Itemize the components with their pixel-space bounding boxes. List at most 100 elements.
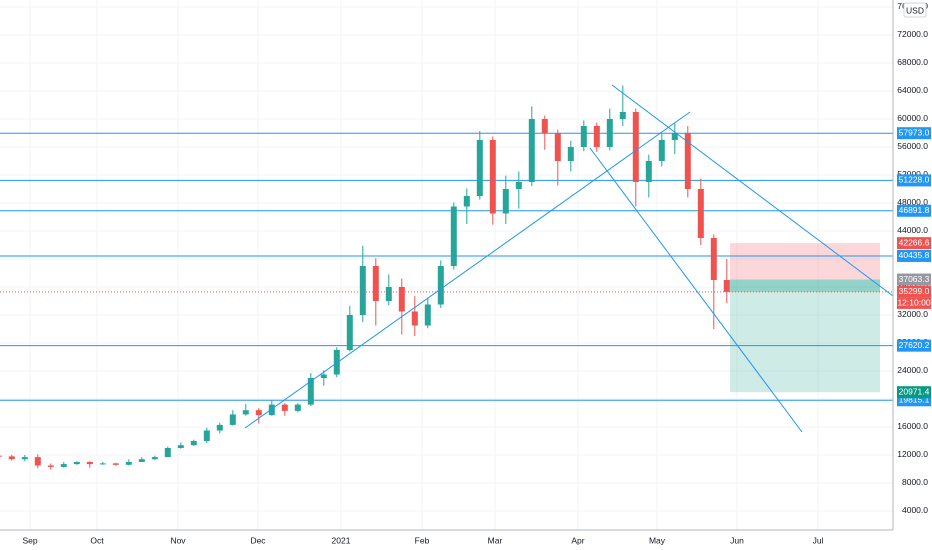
level-box (897, 339, 931, 352)
candle-body (294, 404, 301, 411)
candle-body (255, 410, 262, 416)
candle-body (216, 424, 223, 431)
trend-line (611, 84, 894, 297)
candle-body (645, 160, 652, 182)
candle-body (21, 457, 28, 460)
candle-body (281, 404, 288, 411)
target-label: 20971.4 (899, 386, 930, 396)
candle-body (307, 377, 314, 405)
candle-body (528, 118, 535, 182)
candle-body (60, 464, 67, 467)
candle-body (229, 414, 236, 425)
candle-body (671, 132, 678, 140)
axis-labels: 4000.08000.012000.016000.020000.024000.0… (22, 1, 931, 545)
level-label: 40435.8 (899, 250, 930, 260)
candle-body (606, 118, 613, 147)
x-tick-label: Mar (488, 535, 503, 545)
y-tick-label: 48000.0 (897, 197, 928, 207)
level-label: 27620.2 (899, 340, 930, 350)
countdown: 12:10:00 (897, 298, 930, 308)
candle-body (99, 463, 106, 465)
y-tick-label: 52000.0 (897, 169, 928, 179)
last-price-box (897, 285, 931, 298)
candle-body (489, 139, 496, 214)
level-label: 19815.1 (899, 395, 930, 405)
entry-label: 37063.3 (899, 274, 930, 284)
candle-body (697, 188, 704, 238)
level-box (897, 204, 931, 217)
level-label: 46891.8 (899, 205, 930, 215)
trend-line (244, 111, 691, 429)
plot-area (0, 0, 893, 530)
candle-body (372, 265, 379, 301)
entry-box (897, 273, 931, 286)
candle-body (437, 265, 444, 305)
y-tick-label: 56000.0 (897, 141, 928, 151)
candle-body (8, 456, 15, 460)
candle-body (177, 445, 184, 448)
y-tick-label: 8000.0 (902, 477, 928, 487)
candle-body (541, 118, 548, 133)
candle-body (190, 440, 197, 446)
candle-body (359, 265, 366, 315)
candle-body (73, 461, 80, 465)
candle-body (476, 139, 483, 196)
candle-body (112, 463, 119, 465)
level-box (897, 249, 931, 262)
candle-body (125, 461, 132, 465)
x-tick-label: Oct (90, 535, 104, 545)
y-tick-label: 24000.0 (897, 365, 928, 375)
candle-body (723, 279, 730, 292)
trend-lines (244, 84, 894, 433)
stop-zone (730, 243, 880, 280)
candle-body (242, 410, 249, 415)
level-box (897, 174, 931, 187)
y-tick-label: 32000.0 (897, 309, 928, 319)
candle-body (268, 404, 275, 416)
candle-body (593, 125, 600, 147)
y-tick-label: 4000.0 (902, 505, 928, 515)
y-tick-label: 12000.0 (897, 449, 928, 459)
candle-body (632, 111, 639, 182)
y-tick-label: 44000.0 (897, 225, 928, 235)
candle-body (580, 125, 587, 147)
x-tick-label: Feb (415, 535, 430, 545)
candle-body (385, 286, 392, 301)
candle-body (86, 461, 93, 465)
candle-body (411, 311, 418, 326)
x-tick-label: Jul (813, 535, 824, 545)
candle-body (138, 459, 145, 462)
currency-box[interactable] (903, 2, 927, 18)
target-zone (730, 279, 880, 393)
trend-line (589, 147, 803, 433)
candle-body (203, 430, 210, 441)
candle-body (424, 304, 431, 326)
candle-body (34, 457, 41, 466)
last-price-label: 35299.0 (899, 286, 930, 296)
x-tick-label: Nov (170, 535, 186, 545)
candle-body (567, 146, 574, 161)
x-tick-label: Jun (730, 535, 744, 545)
candle-body (619, 111, 626, 119)
candle-body (450, 206, 457, 266)
y-tick-label: 64000.0 (897, 85, 928, 95)
candle-body (502, 188, 509, 214)
y-tick-label: 60000.0 (897, 113, 928, 123)
candle-body (151, 457, 158, 460)
x-tick-label: 2021 (332, 535, 351, 545)
candle-body (320, 374, 327, 378)
stop-label: 42266.6 (899, 237, 930, 247)
candle-body (463, 195, 470, 207)
level-label: 51228.0 (899, 175, 930, 185)
candle-body (658, 139, 665, 161)
target-box (897, 386, 931, 399)
y-tick-label: 72000.0 (897, 29, 928, 39)
level-label: 57973.0 (899, 127, 930, 137)
y-tick-label: 68000.0 (897, 57, 928, 67)
time-axis (0, 530, 932, 550)
candle-body (0, 455, 2, 457)
x-tick-label: May (649, 535, 666, 545)
pnl-zone (730, 279, 880, 292)
y-tick-label: 16000.0 (897, 421, 928, 431)
